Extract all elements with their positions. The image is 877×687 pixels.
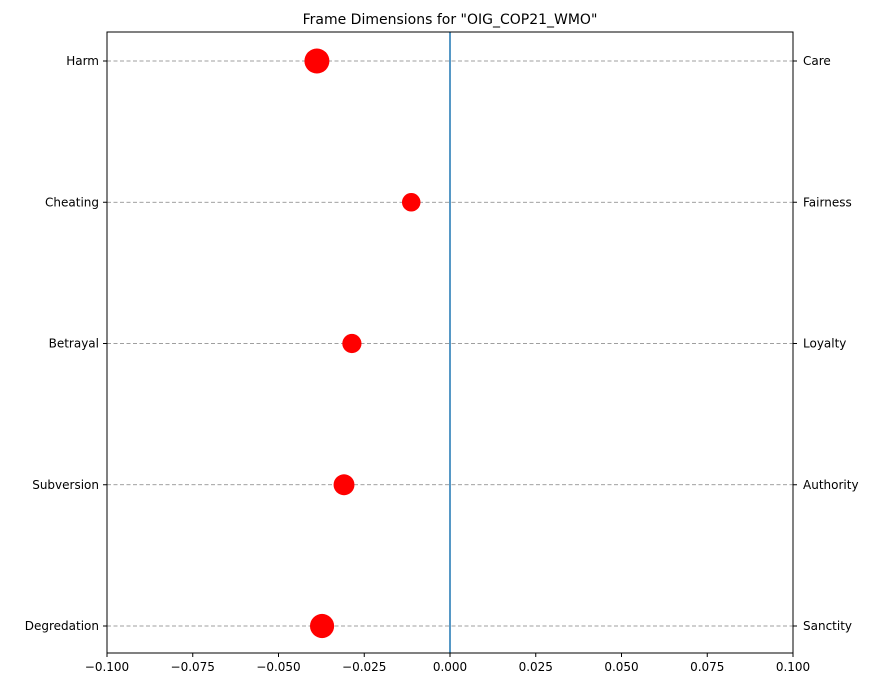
x-tick-label: −0.075 bbox=[171, 660, 215, 674]
chart-title: Frame Dimensions for "OIG_COP21_WMO" bbox=[303, 12, 598, 28]
left-label-harm: Harm bbox=[66, 54, 99, 68]
right-axis: Care Fairness Loyalty Authority Sanctity bbox=[793, 54, 859, 633]
data-point-loyalty bbox=[342, 333, 362, 354]
data-point-authority bbox=[333, 474, 355, 496]
left-label-subversion: Subversion bbox=[32, 478, 99, 492]
right-label-care: Care bbox=[803, 54, 831, 68]
right-label-sanctity: Sanctity bbox=[803, 619, 852, 633]
data-points bbox=[304, 48, 421, 639]
data-point-care bbox=[304, 48, 330, 74]
x-tick-label: −0.050 bbox=[256, 660, 300, 674]
left-label-degredation: Degredation bbox=[25, 619, 99, 633]
right-label-loyalty: Loyalty bbox=[803, 337, 846, 351]
x-tick-label: −0.025 bbox=[342, 660, 386, 674]
left-label-betrayal: Betrayal bbox=[49, 337, 99, 351]
right-label-authority: Authority bbox=[803, 478, 859, 492]
x-axis: −0.100 −0.075 −0.050 −0.025 0.000 0.025 0.050 0… bbox=[85, 653, 810, 674]
left-label-cheating: Cheating bbox=[45, 195, 99, 209]
data-point-sanctity bbox=[309, 613, 335, 639]
x-tick-label: 0.075 bbox=[690, 660, 724, 674]
data-point-fairness bbox=[401, 192, 421, 212]
x-tick-label: 0.000 bbox=[433, 660, 467, 674]
right-label-fairness: Fairness bbox=[803, 195, 852, 209]
left-axis: Harm Cheating Betrayal Subversion Degredatio… bbox=[25, 54, 107, 633]
x-tick-label: 0.100 bbox=[776, 660, 810, 674]
grid-lines bbox=[107, 60, 793, 627]
x-tick-label: 0.025 bbox=[519, 660, 553, 674]
x-tick-label: 0.050 bbox=[604, 660, 638, 674]
x-tick-label: −0.100 bbox=[85, 660, 129, 674]
